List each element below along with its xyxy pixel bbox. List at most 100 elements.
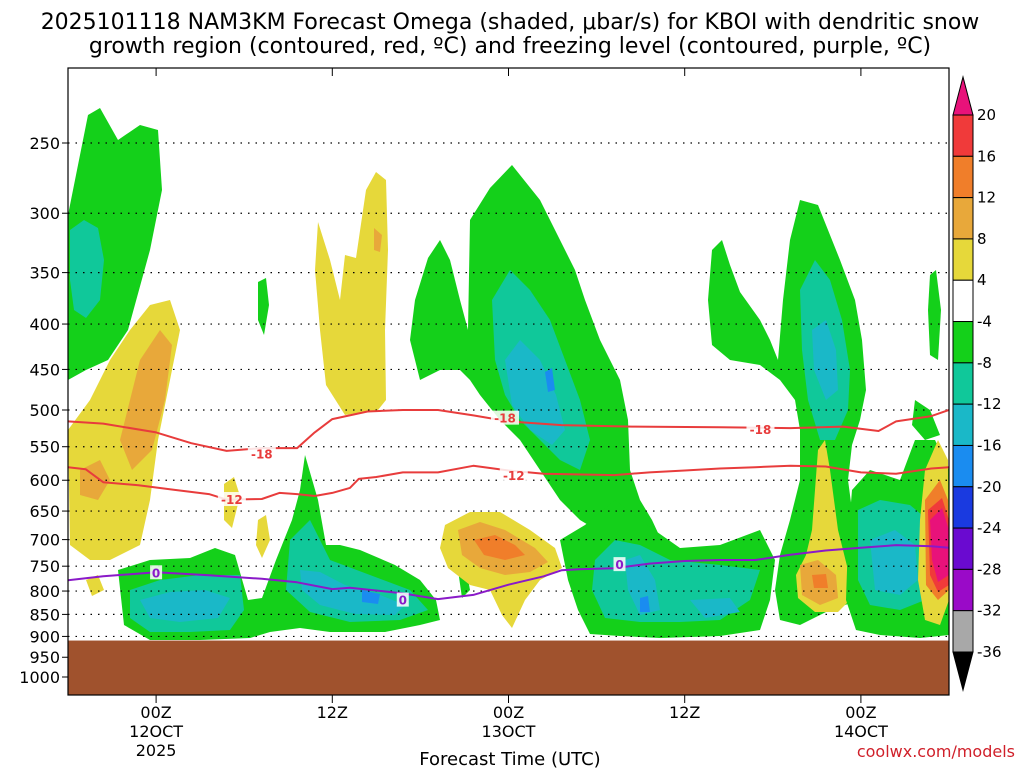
colorbar-bin [952, 197, 974, 240]
colorbar-bin [952, 114, 974, 157]
colorbar-bin [952, 238, 974, 281]
colorbar-label: -4 [977, 313, 992, 331]
omega-region [258, 278, 269, 335]
colorbar-label: 12 [977, 189, 996, 207]
y-tick-label: 750 [29, 557, 60, 576]
omega-region [256, 515, 270, 558]
chart-title-line-1: 2025101118 NAM3KM Forecast Omega (shaded… [41, 10, 980, 35]
colorbar-bin [952, 321, 974, 364]
omega-region [812, 574, 828, 588]
colorbar-arrow-top [952, 75, 974, 116]
colorbar-bin [952, 403, 974, 446]
contour-label: 0 [152, 566, 160, 580]
y-tick-label: 250 [29, 134, 60, 153]
colorbar-label: -12 [977, 395, 1002, 413]
colorbar-label: -16 [977, 436, 1002, 454]
colorbar-label: -20 [977, 478, 1002, 496]
colorbar-bin [952, 362, 974, 405]
y-tick-label: 500 [29, 401, 60, 420]
omega-region [474, 535, 525, 560]
colorbar-label: 20 [977, 106, 996, 124]
x-tick-label: 00Z [493, 703, 524, 722]
x-tick-label: 12Z [669, 703, 700, 722]
contour-label-bg [247, 446, 276, 461]
x-tick-label: 12OCT [129, 722, 183, 741]
contour-label: -18 [494, 412, 516, 426]
omega-region [505, 340, 565, 445]
x-tick-label: 00Z [845, 703, 876, 722]
colorbar-label: -32 [977, 602, 1002, 620]
omega-region [912, 400, 940, 440]
contour-label-bg [499, 468, 528, 483]
contour-label-bg [396, 592, 409, 607]
omega-region [315, 172, 388, 415]
y-tick-label: 900 [29, 627, 60, 646]
colorbar-label: -28 [977, 560, 1002, 578]
colorbar-bin [952, 486, 974, 529]
contour-lines: -18 -18 -18 -12 -12 0 0 0 [68, 409, 949, 608]
omega-region [640, 596, 650, 612]
contour-label-bg [490, 410, 519, 425]
x-tick-label: 00Z [140, 703, 171, 722]
omega-region [300, 570, 405, 615]
colorbar-arrow-bottom [952, 651, 974, 692]
colorbar-label: -24 [977, 519, 1002, 537]
omega-region [545, 368, 555, 392]
contour-freezing-level-0 [68, 544, 949, 601]
colorbar-bin [952, 568, 974, 612]
contour-dendritic-minus-18 [68, 409, 949, 452]
y-tick-label: 800 [29, 582, 60, 601]
x-axis-label: Forecast Time (UTC) [419, 749, 600, 768]
colorbar-label: -8 [977, 354, 992, 372]
omega-region [362, 590, 380, 604]
y-tick-label: 350 [29, 264, 60, 283]
y-axis-ticks: 250 300 350 400 450 500 550 600 650 700 750 800 850 9… [19, 134, 68, 687]
y-tick-label: 700 [29, 531, 60, 550]
x-tick-label: 13OCT [482, 722, 536, 741]
omega-region [708, 200, 885, 625]
colorbar-label: 4 [977, 271, 987, 289]
omega-region [930, 508, 949, 582]
colorbar-label: -36 [977, 643, 1002, 661]
y-tick-label: 1000 [19, 668, 60, 687]
contour-label-bg [613, 557, 626, 572]
colorbar-bin [952, 610, 974, 653]
omega-region [68, 108, 162, 380]
omega-region [812, 320, 838, 400]
terrain-surface [68, 640, 949, 695]
omega-region [690, 598, 740, 618]
contour-label: -18 [750, 423, 772, 437]
contour-label-bg [217, 492, 246, 507]
omega-region [140, 590, 230, 622]
colorbar-bin [952, 444, 974, 488]
contour-label: -12 [221, 493, 243, 507]
y-tick-label: 650 [29, 502, 60, 521]
colorbar: 20 16 12 8 4 -4 -8 -12 -16 -20 -24 -28 -32 -36 [952, 75, 1002, 692]
y-tick-label: 950 [29, 648, 60, 667]
y-tick-label: 550 [29, 438, 60, 457]
omega-region [625, 555, 660, 615]
omega-region [70, 220, 104, 318]
omega-region [120, 330, 172, 470]
contour-dendritic-minus-12 [68, 464, 949, 501]
colorbar-bin [952, 155, 974, 199]
y-tick-label: 400 [29, 315, 60, 334]
colorbar-bin [952, 527, 974, 570]
contour-label: 0 [399, 594, 407, 608]
colorbar-label: 16 [977, 147, 996, 165]
chart-title-line-2: growth region (contoured, red, ºC) and f… [89, 34, 931, 59]
y-tick-label: 300 [29, 204, 60, 223]
y-tick-label: 450 [29, 360, 60, 379]
x-tick-label: 2025 [136, 741, 177, 760]
y-tick-label: 600 [29, 471, 60, 490]
x-tick-label: 12Z [317, 703, 348, 722]
omega-region [374, 228, 382, 252]
x-tick-label: 14OCT [834, 722, 888, 741]
contour-label: -12 [503, 469, 525, 483]
credit-link[interactable]: coolwx.com/models [857, 742, 1015, 761]
colorbar-bin [952, 279, 974, 323]
contour-label: -18 [251, 448, 273, 462]
contour-label-bg [150, 565, 163, 580]
